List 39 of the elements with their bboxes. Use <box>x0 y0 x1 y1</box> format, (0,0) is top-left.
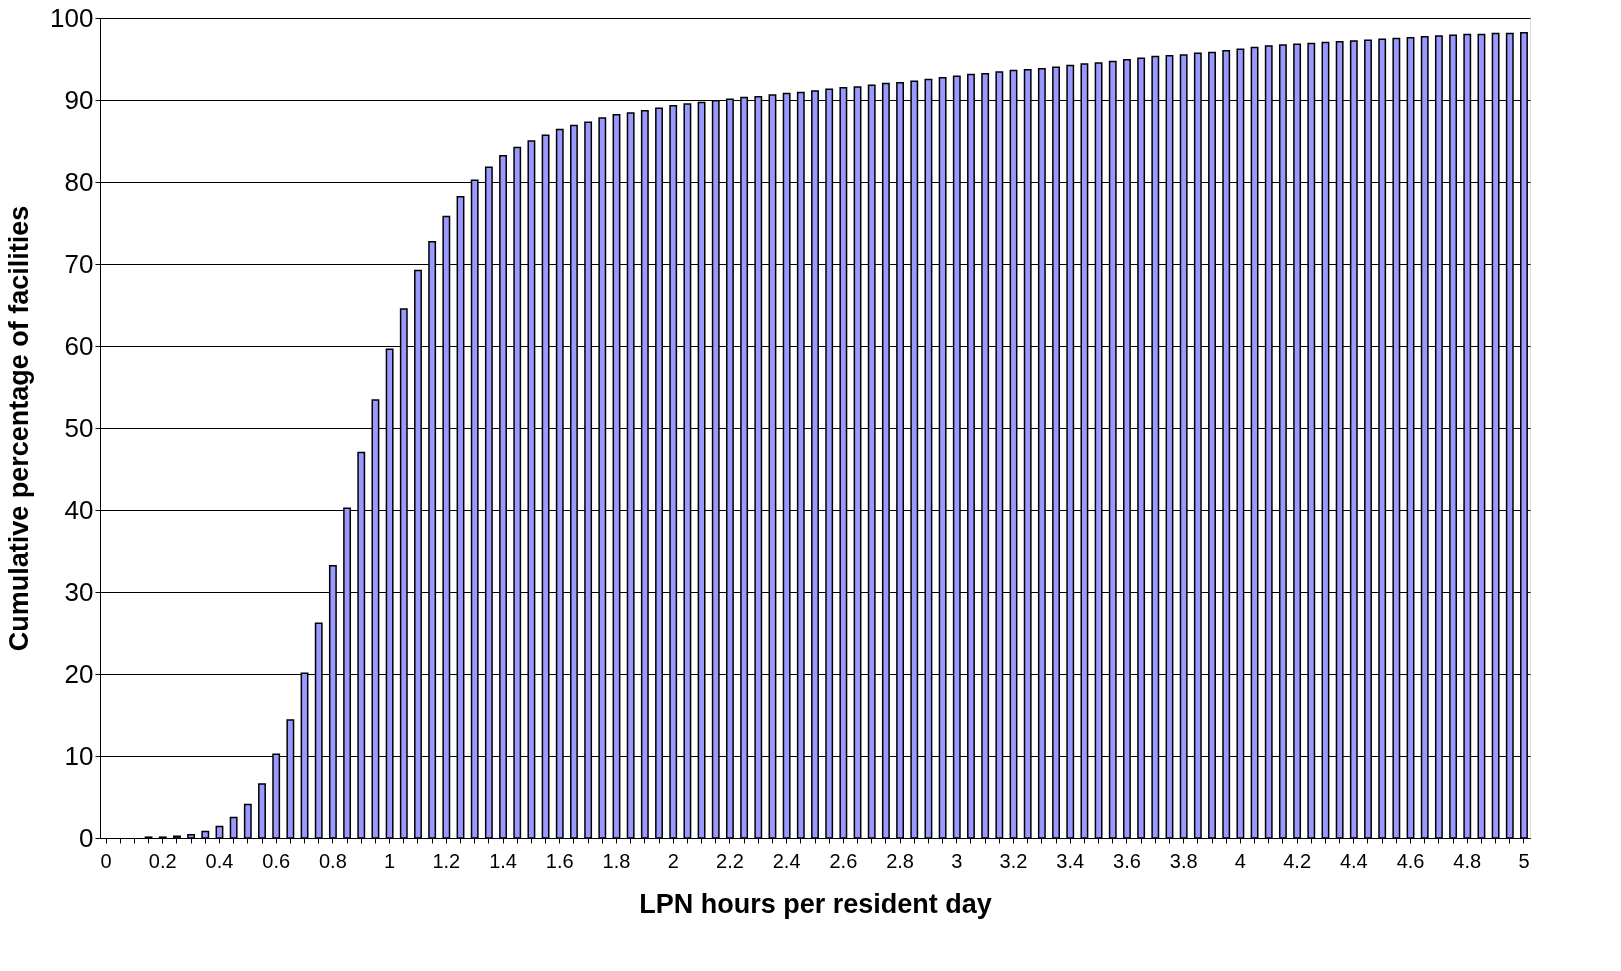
x-tick-label: 0.2 <box>148 849 177 872</box>
x-tick-label: 0.8 <box>318 849 347 872</box>
x-tick-label: 0 <box>100 849 112 872</box>
x-tick-label: 2.4 <box>772 849 801 872</box>
x-tick-label: 3.8 <box>1169 849 1198 872</box>
x-tick-label: 3 <box>951 849 963 872</box>
y-tick-label: 40 <box>64 494 94 525</box>
y-tick-label: 60 <box>64 330 94 361</box>
y-tick-label: 100 <box>50 2 94 33</box>
x-tick-label: 5 <box>1518 849 1530 872</box>
y-tick-label: 10 <box>64 740 94 771</box>
y-tick-label: 30 <box>64 576 94 607</box>
x-tick-label: 3.4 <box>1056 849 1085 872</box>
y-tick-label: 0 <box>79 822 94 853</box>
x-tick-label: 1.8 <box>602 849 631 872</box>
y-tick-label: 70 <box>64 248 94 279</box>
x-tick-label: 1.6 <box>545 849 574 872</box>
x-tick-label: 2.6 <box>829 849 858 872</box>
x-axis-title: LPN hours per resident day <box>639 888 992 919</box>
x-tick-label: 0.4 <box>205 849 234 872</box>
x-tick-label: 3.6 <box>1113 849 1141 872</box>
x-tick-label: 1.2 <box>432 849 461 872</box>
x-tick-label: 2.2 <box>716 849 744 872</box>
x-tick-label: 2 <box>667 849 679 872</box>
x-tick-label: 4 <box>1234 849 1246 872</box>
x-tick-label: 4.6 <box>1396 849 1425 872</box>
x-tick-label: 2.8 <box>886 849 914 872</box>
y-tick-label: 20 <box>64 658 94 689</box>
y-axis-title: Cumulative percentage of facilities <box>4 205 35 652</box>
y-tick-label: 80 <box>64 166 94 197</box>
x-tick-label: 4.2 <box>1283 849 1312 872</box>
x-tick-label: 1.4 <box>489 849 517 872</box>
y-tick-label: 50 <box>64 412 94 443</box>
x-tick-label: 1 <box>384 849 396 872</box>
x-tick-label: 4.8 <box>1453 849 1482 872</box>
x-tick-label: 0.6 <box>262 849 291 872</box>
y-tick-label: 90 <box>64 84 94 115</box>
x-tick-label: 4.4 <box>1339 849 1368 872</box>
x-tick-label: 3.2 <box>999 849 1028 872</box>
